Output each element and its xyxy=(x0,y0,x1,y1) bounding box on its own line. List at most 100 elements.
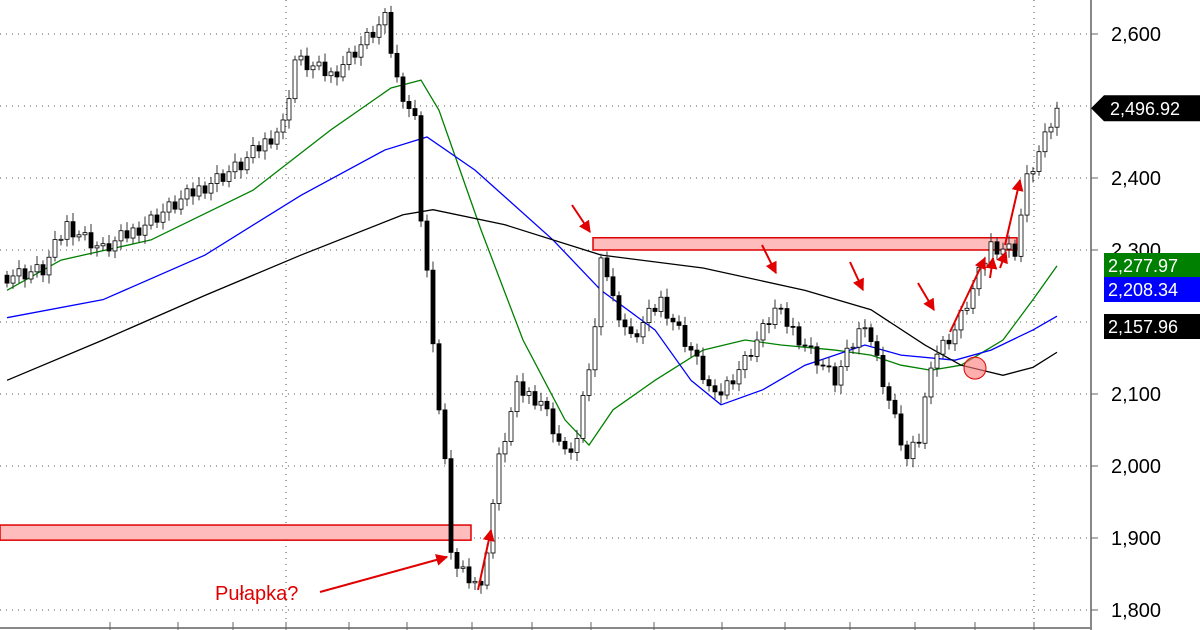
candle-body xyxy=(688,346,694,351)
candle-body xyxy=(544,400,550,410)
annotation-arrow xyxy=(849,261,864,292)
candle-body xyxy=(892,399,898,415)
candle-body xyxy=(370,31,376,38)
candle-body xyxy=(100,243,106,247)
candle-body xyxy=(406,101,412,109)
candle-body xyxy=(136,227,142,236)
candle-body xyxy=(880,355,886,388)
candle-body xyxy=(328,71,334,77)
annotation-arrow xyxy=(761,244,777,275)
candle-body xyxy=(166,201,172,213)
ma-value-label: 2,157.96 xyxy=(1108,317,1178,337)
candle-body xyxy=(532,391,538,406)
candle-body xyxy=(304,55,310,71)
ma-value-label: 2,277.97 xyxy=(1108,256,1178,276)
candle-body xyxy=(754,339,760,357)
candle-body xyxy=(616,295,622,321)
candle-body xyxy=(460,566,466,569)
candle-body xyxy=(856,328,862,348)
candle-body xyxy=(850,346,856,349)
price-tick-label: 2,400 xyxy=(1111,168,1161,190)
candle-body xyxy=(952,329,958,345)
last-price-label: 2,496.92 xyxy=(1110,99,1180,119)
candle-body xyxy=(940,339,946,355)
candle-body xyxy=(700,355,706,381)
candle-body xyxy=(34,264,40,273)
candle-body xyxy=(196,185,202,197)
candle-body xyxy=(208,183,214,194)
candle-body xyxy=(292,59,298,100)
candle-body xyxy=(40,264,46,276)
candle-body xyxy=(628,326,634,335)
candle-body xyxy=(514,381,520,413)
price-tick-label: 1,800 xyxy=(1111,600,1161,622)
candle-body xyxy=(298,55,304,61)
candle-body xyxy=(814,346,820,366)
candle-body xyxy=(76,234,82,238)
resistance-zone xyxy=(0,524,472,541)
candle-body xyxy=(1000,248,1006,255)
moving-averages xyxy=(6,79,1058,447)
value-tags: 2,496.92 2,277.97 2,208.34 2,157.96 xyxy=(1091,95,1200,339)
candle-body xyxy=(220,173,226,182)
candle-body xyxy=(322,61,328,77)
candle-body xyxy=(1024,173,1030,216)
candle-body xyxy=(916,441,922,444)
candle-body xyxy=(778,307,784,310)
candle-body xyxy=(556,433,562,442)
candle-body xyxy=(274,131,280,145)
ma-value-label: 2,208.34 xyxy=(1108,280,1178,300)
candle-body xyxy=(784,308,790,327)
candle-body xyxy=(922,396,928,444)
candle-body xyxy=(316,61,322,67)
candle-body xyxy=(604,257,610,278)
candle-body xyxy=(1054,107,1060,128)
annotation-arrow xyxy=(1004,178,1024,246)
price-tick-label: 2,100 xyxy=(1111,384,1161,406)
candle-body xyxy=(538,400,544,406)
candle-body xyxy=(748,355,754,357)
candle-body xyxy=(346,51,352,65)
candle-body xyxy=(94,245,100,249)
candle-body xyxy=(802,344,808,347)
moving-average-line xyxy=(6,79,1058,447)
candle-body xyxy=(910,441,916,460)
candle-body xyxy=(280,119,286,133)
candle-body xyxy=(160,211,166,223)
candle-body xyxy=(760,323,766,341)
candle-body xyxy=(448,458,454,553)
candle-body xyxy=(130,227,136,239)
candle-body xyxy=(394,52,400,78)
candle-body xyxy=(82,232,88,236)
candle-body xyxy=(724,380,730,396)
candle-body xyxy=(1042,131,1048,153)
candle-body xyxy=(742,355,748,371)
candle-body xyxy=(568,448,574,453)
candle-body xyxy=(244,157,250,171)
candle-body xyxy=(670,317,676,323)
candle-body xyxy=(520,381,526,396)
annotation-arrow xyxy=(917,282,935,312)
candle-body xyxy=(862,327,868,330)
price-tick-label: 2,600 xyxy=(1111,24,1161,46)
candle-body xyxy=(46,256,52,276)
candle-body xyxy=(466,566,472,584)
highlight-circle xyxy=(963,356,987,380)
candle-body xyxy=(202,185,208,194)
candle-body xyxy=(436,343,442,411)
annotation-arrow xyxy=(319,554,449,593)
candle-body xyxy=(142,224,148,236)
candle-body xyxy=(712,385,718,393)
annotation-arrow xyxy=(949,256,986,333)
candle-body xyxy=(550,408,556,435)
candle-body xyxy=(874,341,880,356)
candle-body xyxy=(610,276,616,297)
candle-body xyxy=(838,366,844,386)
candle-body xyxy=(790,325,796,328)
candle-body xyxy=(250,145,256,159)
candle-body xyxy=(796,326,802,346)
ma-value-tag xyxy=(1104,314,1200,339)
candle-body xyxy=(736,369,742,385)
candle-body xyxy=(946,339,952,345)
candle-body xyxy=(376,24,382,38)
